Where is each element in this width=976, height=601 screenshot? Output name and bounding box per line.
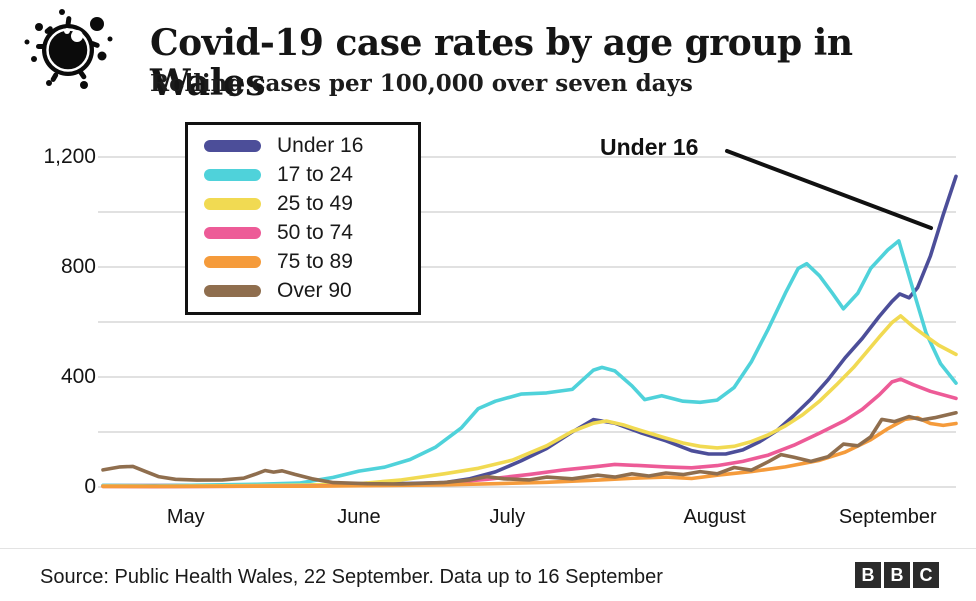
annotation-pointer-line — [725, 149, 933, 230]
source-caption: Source: Public Health Wales, 22 Septembe… — [40, 566, 663, 588]
legend-label: 50 to 74 — [277, 221, 353, 244]
legend-item: 25 to 49 — [204, 192, 418, 215]
series-line-25-to-49 — [101, 314, 958, 489]
page-title: Covid-19 case rates by age group in Wale… — [150, 22, 853, 104]
legend-item: Under 16 — [204, 134, 418, 157]
legend-item: Over 90 — [204, 279, 418, 302]
page-subtitle: Rolling cases per 100,000 over seven day… — [150, 70, 693, 97]
legend-label: 75 to 89 — [277, 250, 353, 273]
bbc-logo-letter: B — [884, 562, 910, 588]
legend-swatch — [204, 169, 261, 181]
legend-swatch — [204, 140, 261, 152]
legend-label: Under 16 — [277, 134, 364, 157]
bbc-logo-letter: C — [913, 562, 939, 588]
y-tick-label: 1,200 — [43, 145, 96, 168]
bbc-logo-letter: B — [855, 562, 881, 588]
y-tick-label: 800 — [60, 255, 96, 278]
y-tick-label: 400 — [60, 365, 96, 388]
legend-swatch — [204, 198, 261, 210]
x-tick-label: June — [337, 506, 381, 528]
virus-icon — [24, 9, 113, 89]
series-line-17-to-24 — [101, 239, 958, 488]
x-tick-label: August — [683, 506, 746, 528]
x-tick-label: July — [489, 506, 526, 528]
footer-divider — [0, 548, 976, 549]
chart-legend: Under 16 17 to 24 25 to 49 50 to 74 75 to 89… — [185, 122, 421, 315]
legend-item: 75 to 89 — [204, 250, 418, 273]
y-tick-label: 0 — [84, 475, 96, 498]
legend-label: Over 90 — [277, 279, 352, 302]
legend-label: 17 to 24 — [277, 163, 353, 186]
bbc-logo: B B C — [855, 562, 939, 588]
legend-swatch — [204, 256, 261, 268]
legend-label: 25 to 49 — [277, 192, 353, 215]
legend-item: 17 to 24 — [204, 163, 418, 186]
annotation-under-16: Under 16 — [600, 134, 699, 160]
legend-swatch — [204, 227, 261, 239]
legend-swatch — [204, 285, 261, 297]
x-tick-label: May — [166, 506, 205, 528]
x-tick-label: September — [838, 506, 937, 528]
series-line-over-90 — [101, 410, 958, 486]
legend-item: 50 to 74 — [204, 221, 418, 244]
